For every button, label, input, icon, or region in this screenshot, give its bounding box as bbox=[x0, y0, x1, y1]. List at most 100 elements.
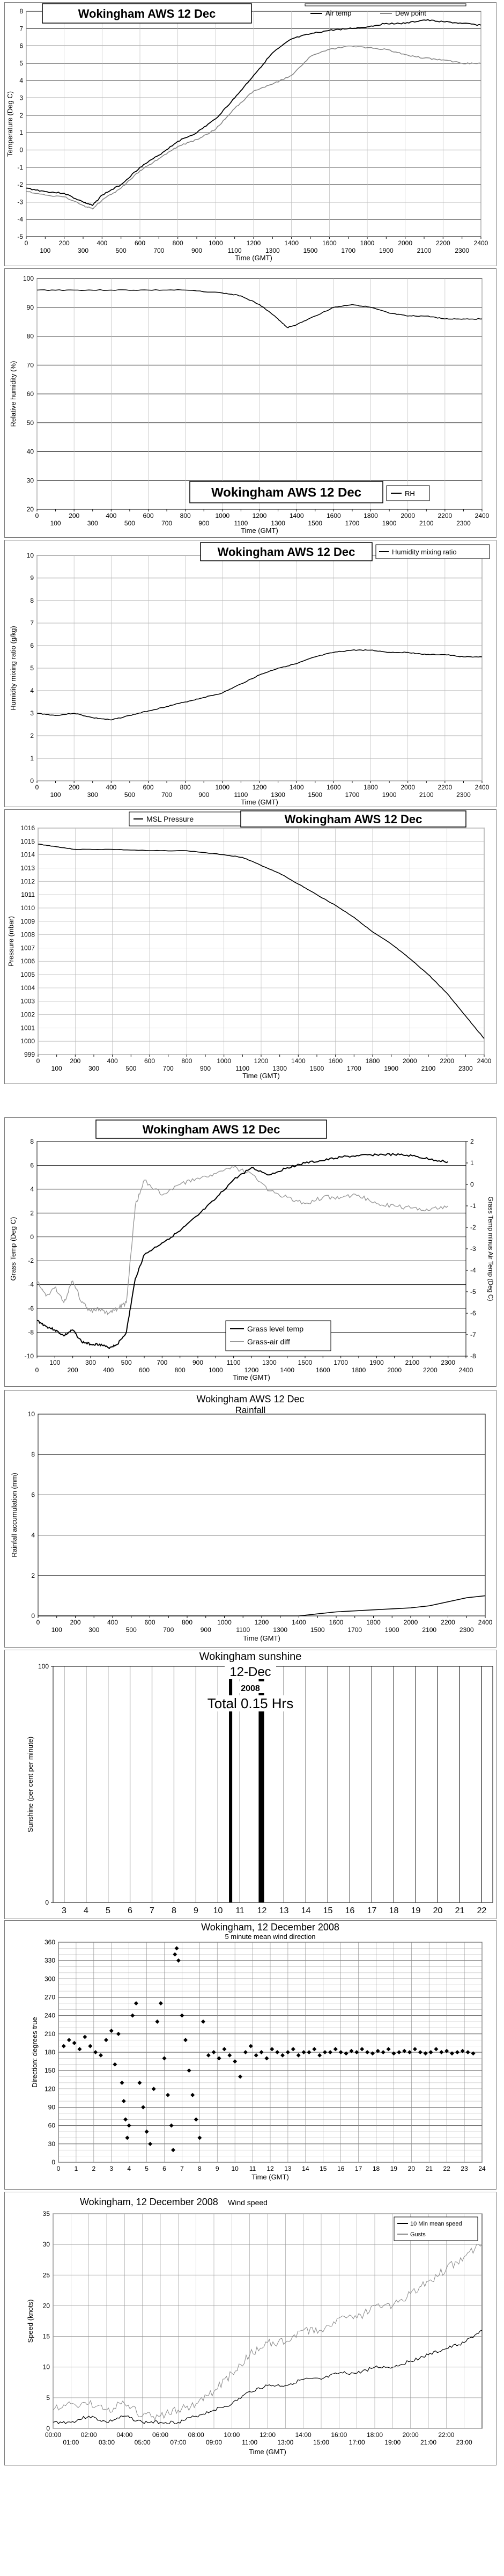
x-tick-label: 1500 bbox=[310, 1626, 325, 1634]
panel-humidity: 20 30 40 50 60 70 80 90 100 0 200 400 600 800 1000 1200… bbox=[4, 268, 496, 538]
wind-direction-point bbox=[173, 1952, 177, 1957]
x-tick-label: 01:00 bbox=[63, 2439, 79, 2446]
x-tick-label: 100 bbox=[51, 1626, 62, 1634]
chart-wind-speed: 0 5 10 15 20 25 30 35 00:00 02:00 04:00 06:00 08:00 1… bbox=[26, 2197, 483, 2456]
x-tick-label: 400 bbox=[107, 1619, 118, 1626]
x-tick-label: 0 bbox=[36, 1619, 40, 1626]
wind-direction-point bbox=[291, 2047, 295, 2052]
wind-direction-point bbox=[121, 2099, 126, 2104]
x-tick-label: 600 bbox=[144, 1057, 155, 1065]
wind-direction-point bbox=[103, 2038, 108, 2043]
wind-direction-point bbox=[248, 2044, 253, 2048]
wind-direction-point bbox=[455, 2050, 459, 2054]
legend-box bbox=[305, 3, 466, 6]
x-tick-label: 20 bbox=[433, 1906, 443, 1915]
x-tick-label: 2200 bbox=[441, 1619, 455, 1626]
y-tick-label: 25 bbox=[43, 2271, 50, 2279]
y-tick-label: 1015 bbox=[20, 838, 35, 845]
wind-direction-point bbox=[190, 2092, 195, 2097]
x-tick-label: 1400 bbox=[292, 1619, 306, 1626]
wind-direction-point bbox=[328, 2050, 332, 2054]
x-axis-label: Time (GMT) bbox=[251, 2173, 289, 2181]
x-tick-label: 400 bbox=[97, 239, 107, 247]
x-tick-label: 5 bbox=[145, 2165, 149, 2172]
x-tick-label: 200 bbox=[70, 1619, 80, 1626]
x-tick-label: 7 bbox=[180, 2165, 184, 2172]
chart-title: Wokingham AWS 12 Dec bbox=[78, 7, 216, 20]
legend-label: 10 Min mean speed bbox=[410, 2221, 462, 2227]
wind-direction-point bbox=[450, 2051, 455, 2056]
x-tick-label: 3 bbox=[62, 1906, 66, 1915]
chart-subtitle: 5 minute mean wind direction bbox=[225, 1933, 315, 1941]
x-tick-label: 0 bbox=[36, 1057, 40, 1065]
legend-label: Air temp bbox=[325, 9, 351, 17]
x-tick-label: 2400 bbox=[474, 239, 488, 247]
y-tick-label: 4 bbox=[30, 1185, 34, 1193]
x-tick-label: 1600 bbox=[327, 512, 341, 519]
x-tick-label: 700 bbox=[161, 791, 172, 799]
y-tick-label: 1010 bbox=[20, 904, 35, 912]
x-tick-label: 21 bbox=[455, 1906, 465, 1915]
x-tick-label: 0 bbox=[25, 239, 28, 247]
x-tick-label: 0 bbox=[57, 2165, 61, 2172]
x-tick-label: 06:00 bbox=[152, 2431, 168, 2439]
wind-direction-point bbox=[109, 2029, 114, 2033]
x-tick-label: 11 bbox=[249, 2165, 256, 2172]
x-tick-label: 200 bbox=[70, 1057, 80, 1065]
x-tick-label: 22 bbox=[477, 1906, 487, 1915]
x-tick-label: 600 bbox=[143, 784, 153, 791]
x-tick-label: 400 bbox=[103, 1366, 114, 1374]
x-tick-label: 18 bbox=[389, 1906, 399, 1915]
series-mixing-ratio bbox=[36, 649, 483, 721]
title-box bbox=[240, 810, 466, 828]
wind-direction-point bbox=[412, 2047, 417, 2052]
y-tick-label: 300 bbox=[45, 1975, 55, 1982]
x-tick-label: 1800 bbox=[352, 1366, 366, 1374]
x-tick-label: 1200 bbox=[247, 239, 261, 247]
wind-direction-point bbox=[386, 2047, 391, 2052]
y-tick-label: 120 bbox=[45, 2085, 55, 2092]
panel-mixing-ratio: 0 1 2 3 4 5 6 7 8 9 10 0 200 400 600 800 1000 1200 1400 160… bbox=[4, 540, 496, 807]
right-tick-label: 1 bbox=[470, 1159, 474, 1167]
x-tick-label: 17 bbox=[355, 2165, 362, 2172]
x-tick-label: 1000 bbox=[217, 1057, 231, 1065]
x-tick-label: 700 bbox=[153, 247, 164, 254]
wind-direction-point bbox=[72, 2040, 77, 2045]
legend-box bbox=[375, 544, 490, 559]
panel-grass-temp: -10 -8 -6 -4 -2 0 2 4 6 8 -8 -7 -6 -5 -4 -3 -2 -1 0 1 2 100 30… bbox=[4, 1117, 496, 1387]
x-tick-label: 500 bbox=[121, 1359, 132, 1366]
x-tick-label: 16:00 bbox=[331, 2431, 347, 2439]
x-tick-label: 500 bbox=[125, 1065, 136, 1072]
wind-direction-point bbox=[471, 2051, 476, 2056]
x-tick-label: 2100 bbox=[419, 519, 434, 527]
y-tick-label: 5 bbox=[19, 60, 23, 67]
wind-direction-point bbox=[354, 2050, 359, 2054]
x-axis-label: Time (GMT) bbox=[235, 254, 272, 262]
x-tick-label: 15:00 bbox=[313, 2439, 329, 2446]
panel-wind-speed: 0 5 10 15 20 25 30 35 00:00 02:00 04:00 06:00 08:00 1… bbox=[4, 2192, 496, 2465]
chart-title: Wokingham AWS 12 Dec bbox=[211, 486, 361, 500]
x-tick-label: 1000 bbox=[215, 784, 229, 791]
wind-direction-point bbox=[180, 2013, 184, 2018]
y-tick-label: 15 bbox=[43, 2333, 50, 2340]
right-tick-label: -4 bbox=[470, 1267, 476, 1274]
x-tick-label: 1400 bbox=[291, 1057, 306, 1065]
y-tick-label: 60 bbox=[48, 2122, 56, 2129]
wind-direction-point bbox=[120, 2080, 124, 2085]
x-tick-label: 13 bbox=[284, 2165, 292, 2172]
panel-rainfall: 0 2 4 6 8 10 0 200 400 600 800 1000 1200 1400 1600 1800… bbox=[4, 1390, 496, 1648]
x-tick-label: 700 bbox=[163, 1065, 174, 1072]
wind-direction-point bbox=[264, 2056, 269, 2061]
x-tick-label: 800 bbox=[182, 1619, 192, 1626]
x-tick-label: 500 bbox=[116, 247, 127, 254]
x-tick-label: 2300 bbox=[456, 791, 471, 799]
x-tick-label: 1400 bbox=[290, 512, 304, 519]
wind-direction-point bbox=[407, 2050, 412, 2054]
x-tick-label: 2000 bbox=[398, 239, 412, 247]
chart-pressure: 9991000100110021003100410051006100710081… bbox=[7, 810, 492, 1080]
wind-direction-point bbox=[171, 2148, 175, 2153]
x-tick-label: 12 bbox=[266, 2165, 274, 2172]
y-tick-label: 8 bbox=[30, 597, 34, 604]
wind-direction-point bbox=[338, 2050, 343, 2054]
